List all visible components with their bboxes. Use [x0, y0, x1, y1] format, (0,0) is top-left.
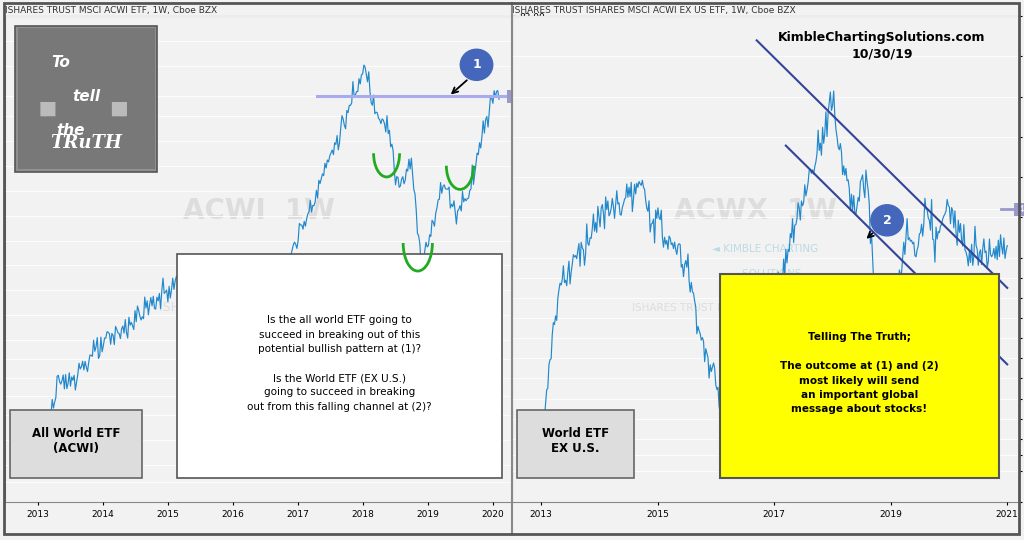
- FancyBboxPatch shape: [17, 28, 155, 170]
- Text: SOLUTIONS: SOLUTIONS: [729, 269, 802, 279]
- FancyBboxPatch shape: [10, 410, 142, 478]
- Text: ACWI  1W: ACWI 1W: [182, 197, 335, 225]
- FancyBboxPatch shape: [517, 410, 634, 478]
- Text: the: the: [56, 123, 85, 138]
- Text: 2: 2: [883, 214, 892, 227]
- Text: All World ETF
(ACWI): All World ETF (ACWI): [32, 428, 120, 455]
- Text: ACWX  1W: ACWX 1W: [674, 197, 837, 225]
- Text: 75.58: 75.58: [509, 92, 538, 100]
- Text: Telling The Truth;

The outcome at (1) and (2)
most likely will send
an importan: Telling The Truth; The outcome at (1) an…: [780, 333, 939, 414]
- Text: World ETF
EX U.S.: World ETF EX U.S.: [542, 428, 609, 455]
- FancyBboxPatch shape: [177, 254, 502, 478]
- Text: TRuTH: TRuTH: [50, 134, 122, 152]
- Text: 1: 1: [472, 58, 481, 71]
- Text: To: To: [51, 55, 71, 70]
- FancyBboxPatch shape: [720, 274, 998, 478]
- Text: 47.40: 47.40: [1016, 205, 1024, 214]
- Text: ISHARES TRUST MSCI ACWI ETF: ISHARES TRUST MSCI ACWI ETF: [160, 301, 357, 314]
- Text: █▌: █▌: [111, 102, 132, 116]
- Text: ISHARES TRUST ISHARES MSCI ACWI EX US ETF, 1W, Cboe BZX: ISHARES TRUST ISHARES MSCI ACWI EX US ET…: [512, 6, 796, 16]
- Text: tell: tell: [72, 89, 100, 104]
- Text: KimbleChartingSolutions.com
10/30/19: KimbleChartingSolutions.com 10/30/19: [778, 31, 986, 61]
- Text: ◄ KIMBLE CHARTING: ◄ KIMBLE CHARTING: [713, 245, 818, 254]
- Text: Is the all world ETF going to
succeed in breaking out of this
potential bullish : Is the all world ETF going to succeed in…: [248, 315, 432, 412]
- Text: ISHARES TRUST ISHARES MSCI ACWI EX US ETF: ISHARES TRUST ISHARES MSCI ACWI EX US ET…: [633, 303, 879, 313]
- FancyBboxPatch shape: [15, 26, 158, 172]
- Circle shape: [870, 205, 903, 236]
- Circle shape: [461, 49, 493, 80]
- Text: ▐█: ▐█: [35, 102, 56, 116]
- Text: ISHARES TRUST MSCI ACWI ETF, 1W, Cboe BZX: ISHARES TRUST MSCI ACWI ETF, 1W, Cboe BZ…: [5, 6, 217, 16]
